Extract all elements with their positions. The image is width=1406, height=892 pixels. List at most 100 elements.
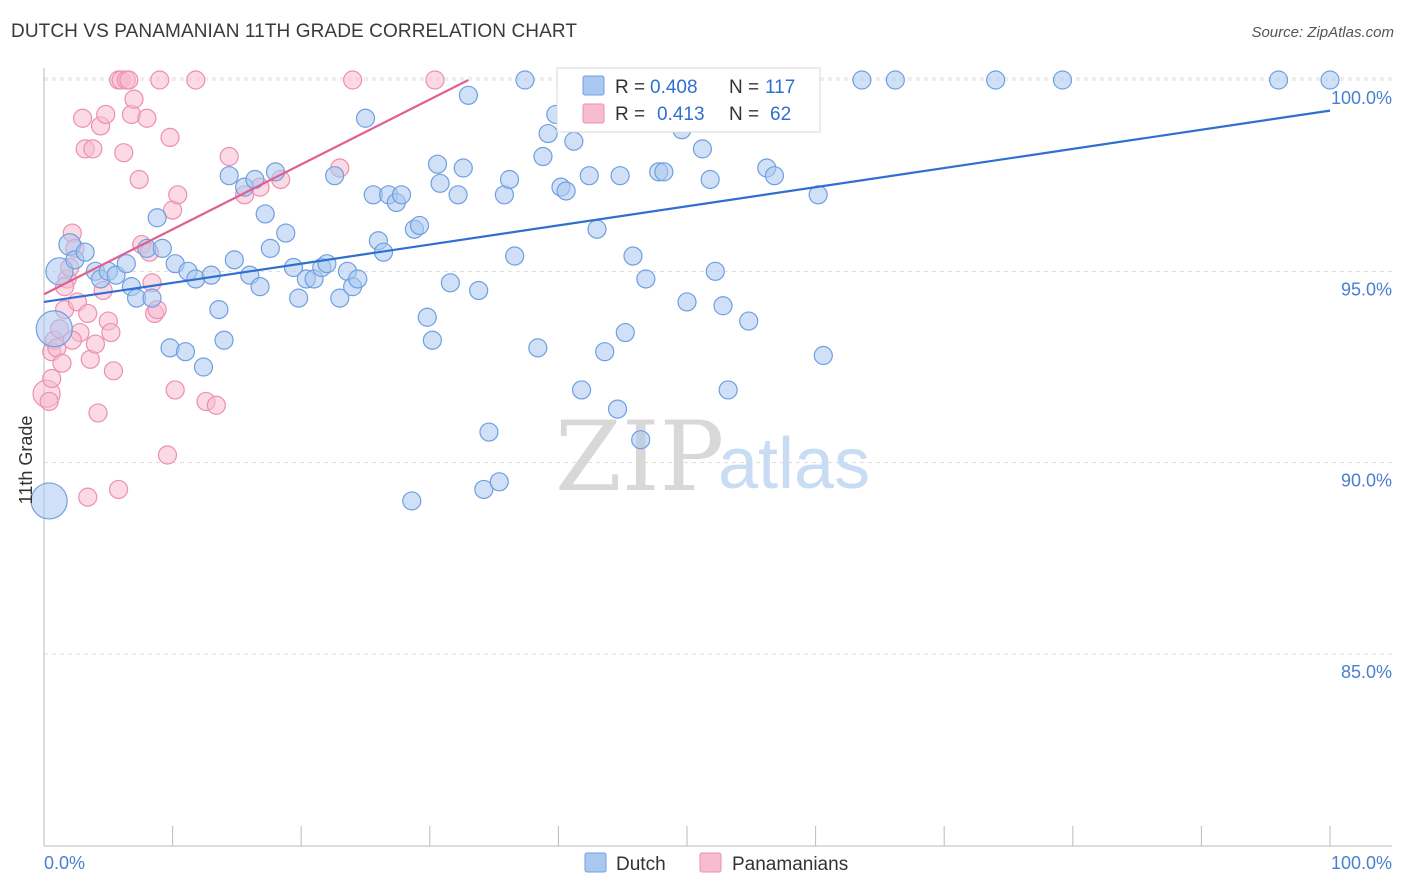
data-point	[391, 185, 412, 205]
data-point	[96, 104, 116, 125]
data-point	[579, 166, 599, 186]
data-point	[193, 357, 214, 377]
data-point	[615, 322, 635, 343]
legend-dutch-label: Dutch	[616, 854, 666, 875]
data-point	[72, 108, 93, 128]
chart-title: DUTCH VS PANAMANIAN 11TH GRADE CORRELATI…	[11, 21, 578, 42]
data-point	[108, 479, 129, 500]
y-tick-label: 85.0%	[1341, 662, 1392, 682]
data-point	[623, 246, 643, 266]
data-point	[157, 445, 178, 465]
data-point	[348, 269, 368, 289]
dutch-n-label: N =	[729, 77, 759, 98]
watermark: ZIP atlas	[555, 401, 870, 513]
data-point	[85, 334, 106, 354]
y-tick-label: 100.0%	[1331, 88, 1392, 108]
data-point	[587, 219, 607, 239]
data-point	[325, 166, 345, 186]
data-point	[150, 70, 170, 90]
data-point	[276, 223, 296, 243]
x-tick-label-max: 100.0%	[1331, 853, 1392, 873]
data-point	[330, 288, 350, 308]
data-point	[1268, 70, 1289, 90]
data-point	[224, 250, 244, 270]
panamanians-legend-swatch	[582, 103, 605, 124]
data-point	[538, 123, 558, 144]
data-point	[260, 238, 280, 258]
data-point	[142, 288, 162, 308]
data-point	[42, 368, 62, 389]
dutch-legend-swatch	[582, 75, 605, 96]
panamanians-trend-line	[43, 79, 469, 296]
data-point	[39, 391, 59, 412]
data-point	[458, 85, 478, 105]
data-point	[35, 310, 73, 348]
data-point	[713, 296, 733, 316]
data-point	[705, 261, 725, 281]
data-point	[631, 430, 651, 450]
data-point	[101, 322, 121, 343]
data-point	[453, 158, 473, 178]
data-point	[610, 166, 630, 186]
data-point	[168, 185, 188, 205]
dutch-r-value: 0.408	[650, 77, 698, 98]
data-point	[124, 89, 144, 109]
data-point	[355, 108, 376, 128]
data-point	[885, 70, 905, 90]
data-point	[427, 154, 448, 174]
panamanians-r-label: R =	[615, 104, 645, 125]
data-point	[78, 487, 98, 507]
data-point	[607, 399, 628, 419]
panamanians-points	[32, 70, 445, 507]
data-point	[677, 292, 697, 312]
data-point	[209, 300, 229, 320]
legend-dutch-swatch	[584, 852, 607, 873]
legend-panamanians-swatch	[699, 852, 722, 873]
data-point	[739, 311, 759, 331]
data-point	[45, 257, 74, 286]
data-point	[30, 482, 68, 520]
data-point	[692, 139, 713, 159]
data-point	[425, 70, 445, 90]
y-axis-tick-labels: 85.0% 90.0% 95.0% 100.0%	[1331, 88, 1392, 682]
data-point	[88, 403, 108, 423]
y-tick-label: 90.0%	[1341, 471, 1392, 491]
data-point	[219, 146, 239, 167]
data-point	[764, 166, 785, 186]
data-point	[289, 288, 309, 308]
data-point	[52, 353, 72, 373]
data-point	[103, 361, 124, 381]
data-point	[175, 342, 196, 362]
data-point	[219, 166, 239, 186]
data-point	[250, 277, 270, 297]
dutch-trend-line	[43, 109, 1331, 304]
data-point	[813, 345, 833, 366]
data-point	[160, 127, 180, 147]
data-point	[654, 162, 674, 182]
data-point	[564, 131, 584, 151]
data-point	[479, 422, 499, 442]
data-point	[137, 108, 157, 128]
data-point	[505, 246, 525, 266]
data-point	[469, 280, 489, 301]
bottom-legend: Dutch Panamanians	[584, 852, 848, 875]
data-point	[1052, 70, 1073, 90]
data-point	[147, 208, 167, 228]
data-point	[700, 169, 720, 190]
data-point	[515, 70, 535, 90]
data-point	[499, 169, 520, 190]
data-point	[152, 238, 172, 258]
data-point	[343, 70, 363, 90]
x-axis-ticks	[43, 826, 1331, 846]
data-point	[571, 380, 592, 400]
data-point	[119, 70, 139, 90]
data-point	[78, 303, 98, 324]
data-point	[317, 254, 337, 274]
data-point	[165, 380, 185, 400]
data-point	[718, 380, 738, 400]
data-point	[430, 173, 450, 193]
panamanians-n-value: 62	[770, 104, 791, 125]
dutch-points	[30, 70, 1340, 520]
data-point	[595, 342, 615, 362]
